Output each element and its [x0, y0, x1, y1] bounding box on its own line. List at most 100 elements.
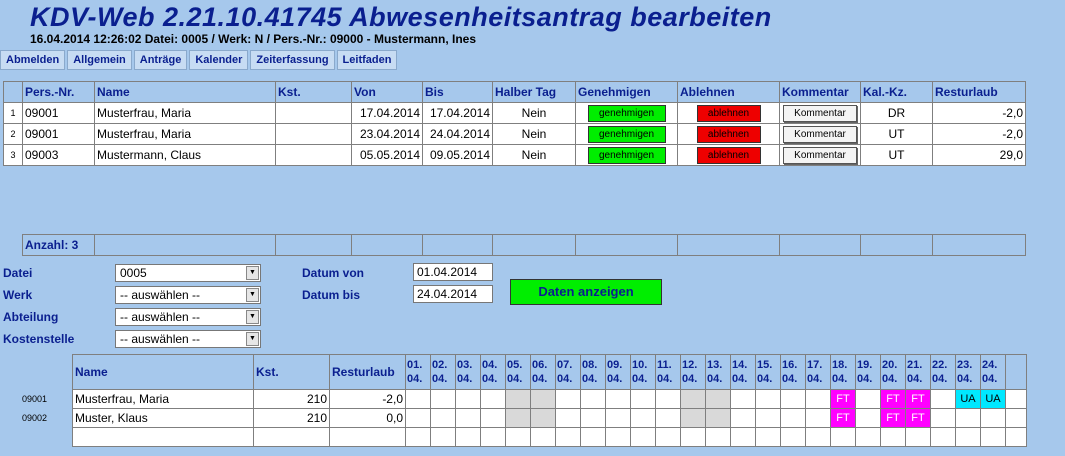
datum-bis-input[interactable]: 24.04.2014	[413, 285, 493, 303]
day-header: 23. 04.	[955, 354, 981, 390]
reject-button[interactable]: ablehnen	[696, 104, 761, 122]
page-title: KDV-Web 2.21.10.41745 Abwesenheitsantrag…	[30, 2, 772, 32]
day-cell[interactable]	[805, 408, 831, 428]
comment-cell: Kommentar	[779, 102, 861, 124]
reject-button[interactable]: ablehnen	[696, 125, 761, 143]
day-header: 22. 04.	[930, 354, 956, 390]
comment-button[interactable]: Kommentar	[783, 146, 857, 164]
abteilung-select[interactable]: -- auswählen -- ▼	[115, 308, 261, 326]
day-cell[interactable]	[680, 408, 706, 428]
day-cell[interactable]	[755, 408, 781, 428]
day-number: 09.	[607, 359, 623, 371]
day-cell[interactable]: FT	[880, 389, 906, 409]
day-cell[interactable]: FT	[880, 408, 906, 428]
kst	[275, 144, 352, 166]
nav-kalender[interactable]: Kalender	[189, 50, 249, 70]
day-cell[interactable]	[455, 389, 481, 409]
empty-cell	[1005, 427, 1027, 447]
day-cell[interactable]	[605, 408, 631, 428]
row-number: 1	[3, 102, 23, 124]
day-cell[interactable]	[805, 389, 831, 409]
day-cell[interactable]	[655, 408, 681, 428]
day-cell[interactable]	[655, 389, 681, 409]
day-cell[interactable]	[530, 389, 556, 409]
day-month: 04.	[532, 373, 548, 385]
cal-col-name: Name	[72, 354, 254, 390]
day-cell[interactable]	[605, 389, 631, 409]
day-cell[interactable]	[705, 408, 731, 428]
day-header: 21. 04.	[905, 354, 931, 390]
empty-cell	[655, 427, 681, 447]
day-month: 04.	[407, 373, 423, 385]
day-cell[interactable]	[930, 389, 956, 409]
day-cell[interactable]	[930, 408, 956, 428]
day-cell[interactable]	[955, 408, 981, 428]
day-cell[interactable]	[580, 389, 606, 409]
approve-button[interactable]: genehmigen	[587, 146, 666, 164]
werk-select[interactable]: -- auswählen -- ▼	[115, 286, 261, 304]
day-cell[interactable]	[780, 389, 806, 409]
day-cell[interactable]	[580, 408, 606, 428]
day-cell[interactable]	[855, 389, 881, 409]
day-cell[interactable]	[480, 408, 506, 428]
datum-von-label: Datum von	[302, 266, 365, 280]
day-number: 16.	[782, 359, 798, 371]
count-cell	[351, 234, 423, 256]
day-cell[interactable]	[630, 389, 656, 409]
empty-cell	[980, 427, 1006, 447]
day-cell[interactable]	[505, 408, 531, 428]
day-cell[interactable]: FT	[830, 389, 856, 409]
empty-cell	[955, 427, 981, 447]
day-cell[interactable]	[405, 389, 431, 409]
col-name: Name	[94, 81, 276, 103]
empty-cell	[830, 427, 856, 447]
show-data-button[interactable]: Daten anzeigen	[510, 279, 662, 305]
day-cell[interactable]	[455, 408, 481, 428]
datum-von-input[interactable]: 01.04.2014	[413, 263, 493, 281]
day-cell[interactable]	[630, 408, 656, 428]
day-cell[interactable]: UA	[980, 389, 1006, 409]
day-cell[interactable]: FT	[905, 408, 931, 428]
day-cell[interactable]	[755, 389, 781, 409]
day-cell[interactable]	[405, 408, 431, 428]
day-cell[interactable]	[555, 408, 581, 428]
employee-name: Musterfrau, Maria	[72, 389, 254, 409]
day-cell[interactable]	[430, 389, 456, 409]
day-cell[interactable]	[730, 408, 756, 428]
approve-button[interactable]: genehmigen	[587, 125, 666, 143]
day-cell[interactable]	[555, 389, 581, 409]
approve-button[interactable]: genehmigen	[587, 104, 666, 122]
col-resturlaub: Resturlaub	[932, 81, 1026, 103]
day-cell[interactable]	[980, 408, 1006, 428]
comment-button[interactable]: Kommentar	[783, 125, 857, 143]
kostenstelle-select[interactable]: -- auswählen -- ▼	[115, 330, 261, 348]
datei-select[interactable]: 0005 ▼	[115, 264, 261, 282]
day-cell[interactable]	[480, 389, 506, 409]
nav-allgemein[interactable]: Allgemein	[67, 50, 132, 70]
day-cell[interactable]	[680, 389, 706, 409]
day-cell[interactable]	[530, 408, 556, 428]
day-cell[interactable]	[780, 408, 806, 428]
pers-nr: 09001	[22, 123, 95, 145]
nav-leitfaden[interactable]: Leitfaden	[336, 50, 398, 70]
nav-antraege[interactable]: Anträge	[133, 50, 188, 70]
empty-cell	[930, 427, 956, 447]
day-cell[interactable]	[430, 408, 456, 428]
day-cell[interactable]: FT	[905, 389, 931, 409]
day-cell[interactable]	[505, 389, 531, 409]
day-cell[interactable]	[855, 408, 881, 428]
day-month: 04.	[632, 373, 648, 385]
day-header: 17. 04.	[805, 354, 831, 390]
calendar-table: Name Kst. Resturlaub 01. 04. 02. 04. 03. 04. 0…	[72, 354, 1027, 447]
day-cell[interactable]: UA	[955, 389, 981, 409]
nav-zeiterfassung[interactable]: Zeiterfassung	[250, 50, 335, 70]
empty-cell	[630, 427, 656, 447]
comment-button[interactable]: Kommentar	[783, 104, 857, 122]
day-month: 04.	[432, 373, 448, 385]
day-cell[interactable]	[730, 389, 756, 409]
reject-button[interactable]: ablehnen	[696, 146, 761, 164]
nav-abmelden[interactable]: Abmelden	[0, 50, 66, 70]
day-cell[interactable]	[705, 389, 731, 409]
col-bis: Bis	[422, 81, 493, 103]
day-cell[interactable]: FT	[830, 408, 856, 428]
